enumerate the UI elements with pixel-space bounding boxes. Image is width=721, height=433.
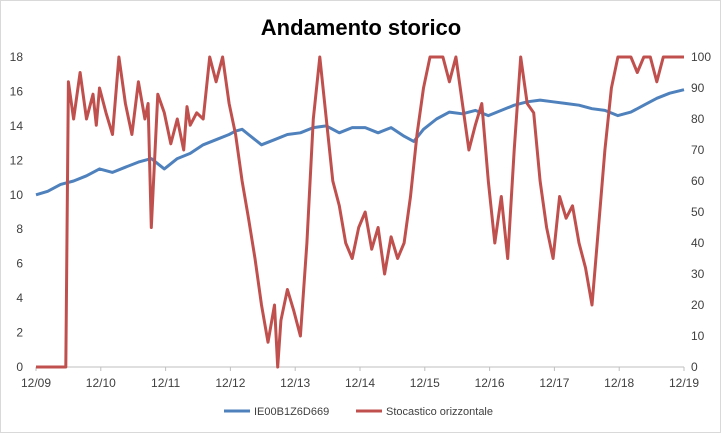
y-right-tick-label: 50 (691, 205, 705, 219)
x-tick-label: 12/18 (604, 376, 634, 390)
y-left-tick-label: 10 (10, 188, 24, 202)
y-left-tick-label: 12 (10, 153, 24, 167)
y-right-tick-label: 70 (691, 143, 705, 157)
x-tick-label: 12/09 (21, 376, 51, 390)
legend: IE00B1Z6D669 Stocastico orizzontale (224, 406, 493, 418)
chart-title: Andamento storico (261, 15, 461, 40)
y-right-tick-label: 30 (691, 267, 705, 281)
y-left-tick-label: 6 (16, 257, 23, 271)
series-line-stochastic (36, 55, 684, 369)
x-tick-label: 12/17 (539, 376, 569, 390)
y-right-tick-label: 0 (691, 360, 698, 374)
x-tick-label: 12/19 (669, 376, 699, 390)
y-left-tick-label: 0 (16, 360, 23, 374)
legend-label: Stocastico orizzontale (386, 406, 493, 418)
y-left-tick-label: 4 (16, 291, 23, 305)
y-right-tick-label: 80 (691, 112, 705, 126)
x-tick-label: 12/16 (475, 376, 505, 390)
x-tick-label: 12/13 (280, 376, 310, 390)
y-right-tick-label: 100 (691, 50, 711, 64)
legend-label: IE00B1Z6D669 (254, 406, 329, 418)
y-left-tick-label: 18 (10, 50, 24, 64)
x-tick-label: 12/10 (86, 376, 116, 390)
y-left-tick-label: 8 (16, 222, 23, 236)
axes: 0 2 4 6 8 10 12 14 16 18 0 10 20 30 40 50 60 70 80 90 100 12/… (10, 50, 712, 390)
y-right-tick-label: 10 (691, 329, 705, 343)
x-tick-label: 12/15 (410, 376, 440, 390)
series-line-fund (35, 88, 685, 197)
x-tick-label: 12/12 (215, 376, 245, 390)
y-right-tick-label: 40 (691, 236, 705, 250)
y-right-tick-label: 90 (691, 81, 705, 95)
y-right-tick-label: 60 (691, 174, 705, 188)
y-left-tick-label: 16 (10, 84, 24, 98)
series-layer (35, 55, 685, 369)
y-left-tick-label: 2 (16, 326, 23, 340)
y-right-tick-label: 20 (691, 298, 705, 312)
y-left-tick-label: 14 (10, 119, 24, 133)
x-tick-label: 12/14 (345, 376, 375, 390)
x-tick-label: 12/11 (151, 376, 180, 390)
